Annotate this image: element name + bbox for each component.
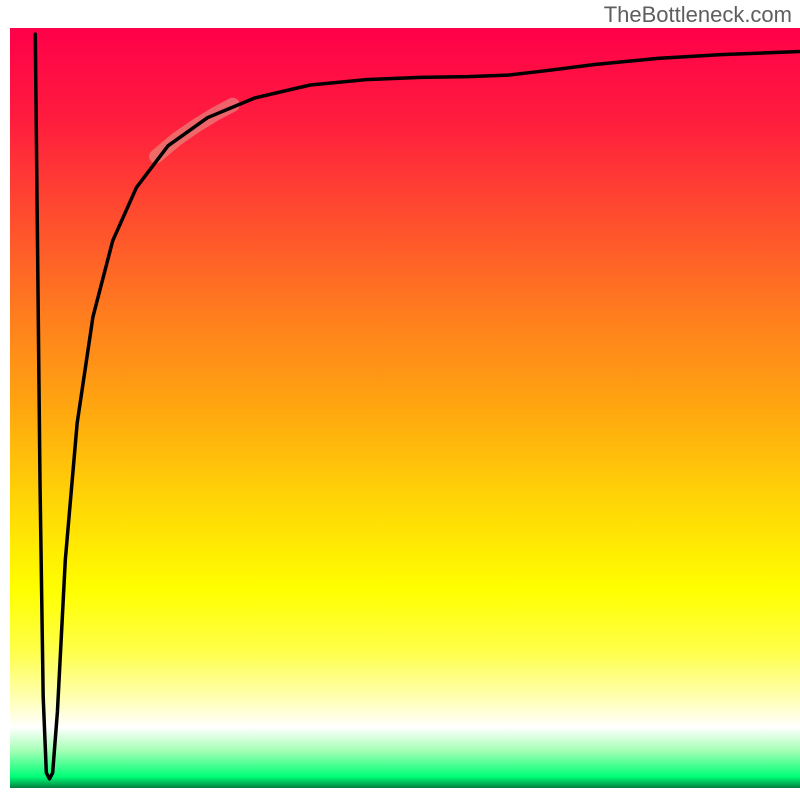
attribution-text: TheBottleneck.com — [604, 2, 792, 28]
gradient-background — [10, 28, 800, 788]
chart-container: TheBottleneck.com — [0, 0, 800, 800]
plot-area — [10, 28, 800, 788]
